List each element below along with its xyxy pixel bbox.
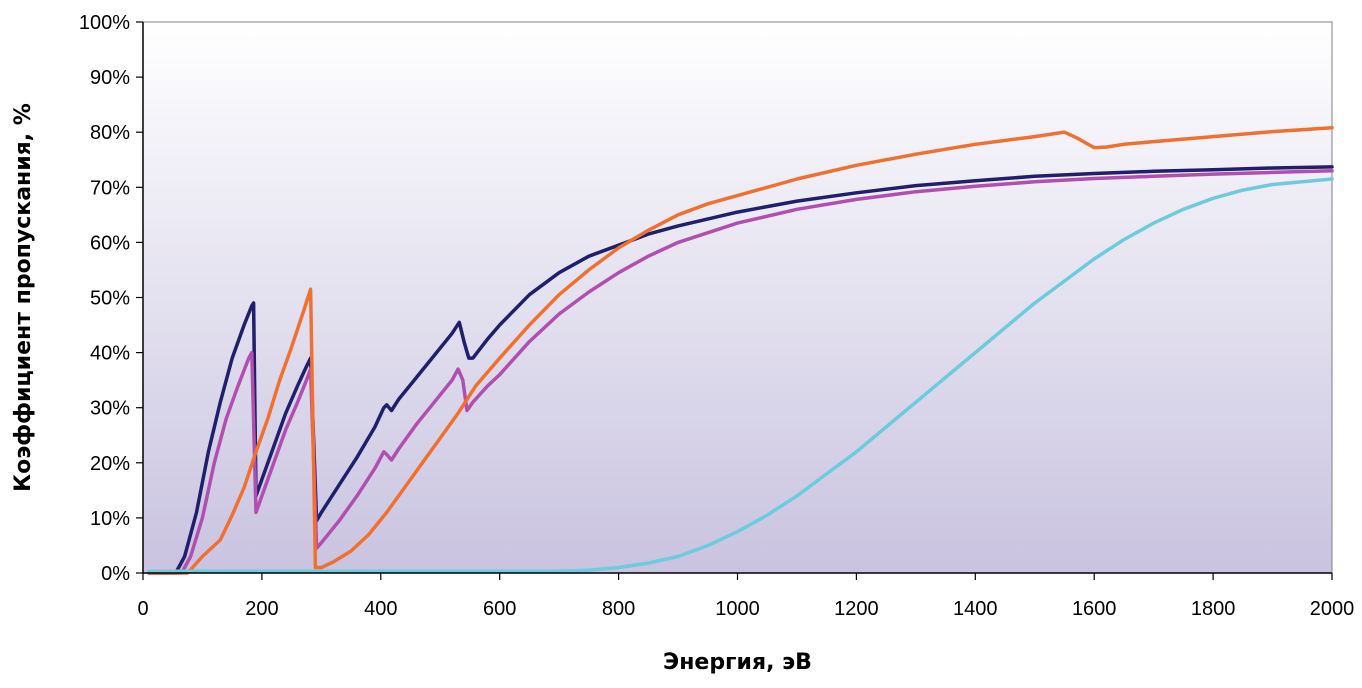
x-tick-label: 400 [364,598,397,620]
x-tick-label: 0 [137,598,148,620]
x-tick-label: 2000 [1310,598,1355,620]
series-line-2 [147,169,1334,575]
y-tick-label: 50% [90,288,130,310]
y-tick-label: 80% [90,122,130,144]
y-tick-label: 100% [79,12,130,34]
y-tick-label: 10% [90,508,130,530]
y-tick-label: 0% [101,563,130,585]
series-line-3 [147,126,1334,575]
y-tick-label: 60% [90,232,130,254]
series-line-1 [147,165,1334,575]
x-tick-label: 1400 [953,598,998,620]
y-tick-label: 40% [90,343,130,365]
axes: 0% 10% 20% 30% 40% 50% 60% 70% 80% 90% 100% 0 200 400… [79,12,1354,620]
x-tick-label: 1000 [715,598,760,620]
plot-area [142,21,1333,574]
y-axis-title: Коэффициент пропускания, % [11,103,36,492]
series-line-4 [147,177,1334,574]
x-tick-label: 1800 [1191,598,1236,620]
y-tick-label: 90% [90,67,130,89]
x-tick-label: 600 [483,598,516,620]
x-tick-label: 800 [602,598,635,620]
y-tick-label: 20% [90,453,130,475]
x-axis-title: Энергия, эВ [663,650,812,675]
series-layer [147,126,1334,575]
x-tick-label: 1600 [1072,598,1117,620]
y-tick-label: 70% [90,177,130,199]
y-tick-label: 30% [90,398,130,420]
x-tick-label: 200 [245,598,278,620]
x-tick-label: 1200 [834,598,879,620]
